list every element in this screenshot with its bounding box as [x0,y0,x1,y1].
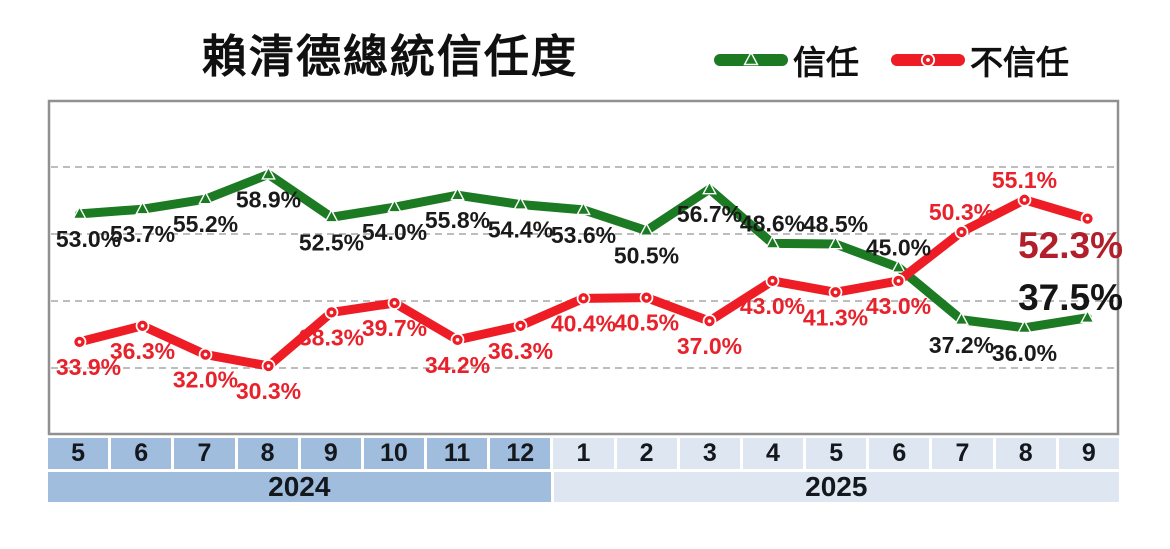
month-label: 1 [553,438,614,469]
distrust-marker-dot [707,319,712,323]
trust-line-triangle-icon [714,51,788,66]
trust-marker [954,311,969,326]
trust-marker [576,201,591,216]
distrust-marker-dot [1022,198,1027,202]
trust-marker [828,235,843,250]
distrust-value-label: 36.3% [110,338,175,364]
month-label: 5 [48,438,109,469]
trust-value-label: 48.5% [803,211,868,237]
month-label: 8 [995,438,1056,469]
trust-marker [261,165,276,180]
distrust-value-label: 50.3% [929,199,994,225]
distrust-value-label: 40.5% [614,310,679,336]
year-label-2024: 2024 [48,471,551,502]
legend-label-trust: 信任 [793,44,859,81]
distrust-value-label: 33.9% [56,354,121,380]
distrust-value-label: 30.3% [236,378,301,404]
distrust-marker-dot [518,323,523,328]
trust-value-label: 53.7% [110,221,175,247]
distrust-value-label: 36.3% [488,338,553,364]
page-title: 賴清德總統信任度 [202,31,579,82]
legend-item-distrust: 不信任 [891,36,1069,84]
distrust-marker-dot [77,340,82,344]
distrust-value-label: 41.3% [803,304,868,330]
month-label: 9 [1058,438,1119,469]
distrust-marker-dot [329,310,334,315]
distrust-value-label: 32.0% [173,367,238,393]
distrust-marker-dot [581,296,586,301]
distrust-final-value-label: 52.3% [1018,225,1123,266]
distrust-value-label: 43.0% [740,293,805,319]
month-label: 6 [869,438,930,469]
distrust-marker-dot [1085,216,1090,221]
distrust-marker-dot [959,230,964,234]
trust-final-value-label: 37.5% [1018,277,1123,318]
distrust-value-label: 43.0% [866,293,931,319]
trust-marker [324,208,339,223]
distrust-marker-dot [833,290,838,295]
distrust-marker-dot [896,279,901,283]
month-label: 12 [490,438,551,469]
legend-label-distrust: 不信任 [970,44,1069,81]
trust-marker [450,186,465,201]
trust-value-label: 54.0% [362,219,427,245]
distrust-marker-dot [266,364,271,368]
distrust-line-circle-icon [891,52,965,68]
trust-value-label: 53.0% [56,226,121,252]
distrust-marker-dot [392,301,397,305]
month-label: 10 [363,438,425,469]
distrust-value-label: 40.4% [551,310,616,336]
year-labels-row: 2024 2025 [48,471,1119,502]
trust-value-label: 36.0% [992,340,1057,366]
distrust-marker-dot [203,352,208,357]
trust-marker [72,205,87,220]
distrust-value-label: 39.7% [362,315,427,341]
month-label: 9 [300,438,361,469]
month-label: 3 [679,438,740,469]
trust-value-label: 55.2% [173,211,238,237]
trust-value-label: 54.4% [488,217,553,243]
trust-value-label: 50.5% [614,243,679,269]
trust-value-label: 37.2% [929,332,994,358]
distrust-marker-dot [770,279,775,283]
month-label: 6 [111,438,172,469]
month-label: 11 [427,438,488,469]
trust-marker [387,198,402,213]
distrust-marker-dot [644,295,649,300]
month-label: 7 [174,438,235,469]
year-label-2025: 2025 [553,471,1119,502]
trust-marker [1017,319,1032,334]
distrust-value-label: 34.2% [425,352,490,378]
trust-marker [891,259,906,273]
trust-value-label: 52.5% [299,229,364,255]
month-label: 5 [806,438,867,469]
plot-border [47,99,1120,436]
distrust-marker-dot [140,323,145,328]
trust-marker [513,196,528,210]
trust-value-label: 58.9% [236,186,301,212]
month-label: 7 [932,438,993,469]
distrust-value-label: 38.3% [299,324,364,350]
trust-marker [135,200,150,215]
trust-value-label: 48.6% [740,210,805,236]
distrust-value-label: 55.1% [992,167,1057,193]
month-label: 8 [237,438,298,469]
trust-marker [639,222,654,236]
legend: 信任 不信任 [714,36,1069,84]
month-labels-row: 5 6 7 8 9 10 11 12 1 2 3 4 5 6 7 8 9 [48,438,1119,469]
trust-value-label: 53.6% [551,222,616,248]
month-label: 4 [742,438,804,469]
trust-marker [1080,309,1095,324]
trust-marker [702,180,717,195]
trust-value-label: 55.8% [425,207,490,233]
distrust-value-label: 37.0% [677,333,742,359]
distrust-marker-dot [455,338,460,342]
trust-marker [198,190,213,205]
trust-marker [765,234,780,249]
trust-value-label: 56.7% [677,201,742,227]
month-label: 2 [616,438,677,469]
legend-item-trust: 信任 [714,36,859,84]
trust-value-label: 45.0% [866,235,931,261]
